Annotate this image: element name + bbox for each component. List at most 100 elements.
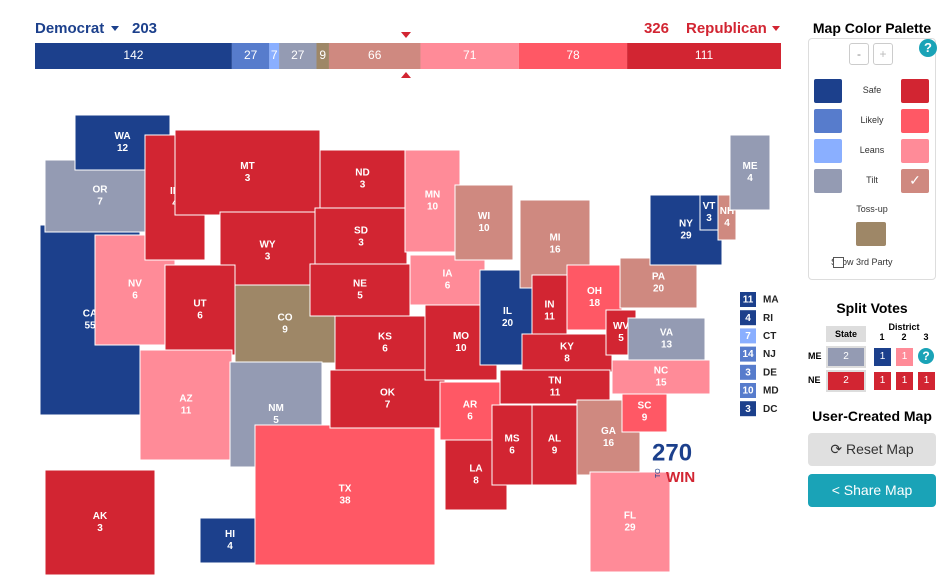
state[interactable]	[309, 263, 411, 317]
split-title: Split Votes	[836, 300, 908, 316]
logo-number: 270	[652, 439, 692, 466]
state[interactable]	[334, 315, 436, 371]
state[interactable]	[314, 207, 408, 267]
state[interactable]	[589, 471, 671, 573]
small-state-abbr: RI	[763, 313, 773, 324]
zoom-out[interactable]: -	[849, 43, 869, 65]
state-abbr: NE	[353, 279, 367, 290]
user-map-title: User-Created Map	[812, 408, 932, 424]
state[interactable]	[219, 211, 316, 291]
state[interactable]	[491, 404, 533, 486]
state-abbr: AR	[463, 400, 478, 411]
state[interactable]	[621, 391, 668, 433]
state-abbr: KY	[560, 342, 574, 353]
state[interactable]	[611, 359, 711, 395]
split-cell[interactable]: 1	[874, 372, 891, 390]
swatch[interactable]: ✓	[901, 169, 929, 193]
state[interactable]	[164, 264, 236, 356]
state[interactable]	[454, 184, 514, 261]
state-abbr: HI	[225, 529, 235, 540]
state[interactable]	[199, 517, 261, 564]
split-cell[interactable]: 1	[896, 372, 913, 390]
state-abbr: VA	[660, 328, 673, 339]
state-ev: 7	[385, 400, 391, 411]
state-abbr: IA	[443, 269, 453, 280]
state[interactable]	[44, 159, 156, 233]
small-state-box[interactable]	[740, 328, 756, 344]
state-abbr: ND	[355, 168, 369, 179]
small-state-box[interactable]	[740, 292, 756, 307]
state[interactable]	[499, 369, 611, 405]
bar-label: 27	[291, 48, 305, 62]
state[interactable]	[44, 469, 156, 576]
bar-label: 7	[271, 48, 278, 62]
split-state: ME	[808, 351, 822, 361]
state[interactable]	[174, 129, 321, 216]
tossup-swatch[interactable]	[856, 222, 886, 246]
swatch[interactable]	[814, 139, 842, 163]
state-ev: 3	[358, 238, 364, 249]
small-state-box[interactable]	[740, 401, 756, 417]
swatch[interactable]	[901, 79, 929, 103]
state-abbr: CA	[83, 309, 97, 320]
rep-label[interactable]: Republican	[686, 20, 767, 37]
state-ev: 3	[245, 173, 251, 184]
share-label: Share Map	[843, 482, 913, 498]
state[interactable]	[627, 317, 706, 361]
state[interactable]	[521, 333, 613, 373]
state-ev: 6	[467, 412, 473, 423]
state[interactable]	[319, 149, 406, 209]
split-total[interactable]: 2	[826, 346, 866, 368]
small-state-box[interactable]	[740, 383, 756, 398]
swatch[interactable]	[901, 139, 929, 163]
small-state-box[interactable]	[740, 310, 756, 326]
dem-label[interactable]: Democrat	[35, 20, 104, 37]
state-ev: 3	[706, 213, 712, 224]
swatch[interactable]	[814, 79, 842, 103]
share-button[interactable]: < Share Map	[808, 474, 936, 507]
split-cell[interactable]: 1	[896, 348, 913, 366]
bar-label: 78	[566, 48, 580, 62]
state[interactable]	[531, 404, 578, 486]
state-abbr: VT	[703, 201, 716, 212]
state[interactable]	[404, 149, 461, 253]
swatch[interactable]	[814, 109, 842, 133]
district-number: 3	[923, 332, 929, 342]
state-abbr: NH	[720, 206, 734, 217]
third-party-label[interactable]: Show 3rd Party	[831, 257, 893, 267]
small-state-box[interactable]	[740, 346, 756, 362]
state-abbr: AL	[548, 434, 561, 445]
checkbox[interactable]	[833, 257, 844, 268]
reset-button[interactable]: ⟳ Reset Map	[808, 433, 936, 466]
bar-label: 27	[244, 48, 258, 62]
state-abbr: SD	[354, 226, 368, 237]
bar-segment	[269, 43, 280, 69]
split-cell[interactable]: 1	[918, 372, 935, 390]
state-ev: 55	[84, 321, 96, 332]
district-header: District	[888, 322, 920, 332]
state-ev: 3	[265, 252, 271, 263]
state[interactable]	[254, 424, 436, 566]
zoom-in[interactable]: +	[873, 43, 893, 65]
split-total[interactable]: 2	[826, 370, 866, 392]
swatch[interactable]	[814, 169, 842, 193]
bar-label: 142	[123, 48, 143, 62]
state-ev: 8	[564, 354, 570, 365]
state-abbr: MN	[425, 190, 441, 201]
state-abbr: MI	[549, 233, 560, 244]
row-label: Tilt	[866, 175, 878, 185]
state[interactable]	[729, 134, 771, 211]
state-abbr: WA	[114, 131, 130, 142]
state[interactable]	[139, 349, 233, 461]
swatch[interactable]	[901, 109, 929, 133]
small-state-ev: 4	[745, 313, 751, 324]
split-cell[interactable]: 1	[874, 348, 891, 366]
state-abbr: MS	[505, 434, 520, 445]
bar-label: 71	[463, 48, 477, 62]
state-abbr: AK	[93, 511, 108, 522]
help[interactable]: ?	[918, 348, 934, 364]
help[interactable]: ?	[919, 39, 937, 57]
small-state-box[interactable]	[740, 364, 756, 380]
state[interactable]	[409, 254, 486, 306]
